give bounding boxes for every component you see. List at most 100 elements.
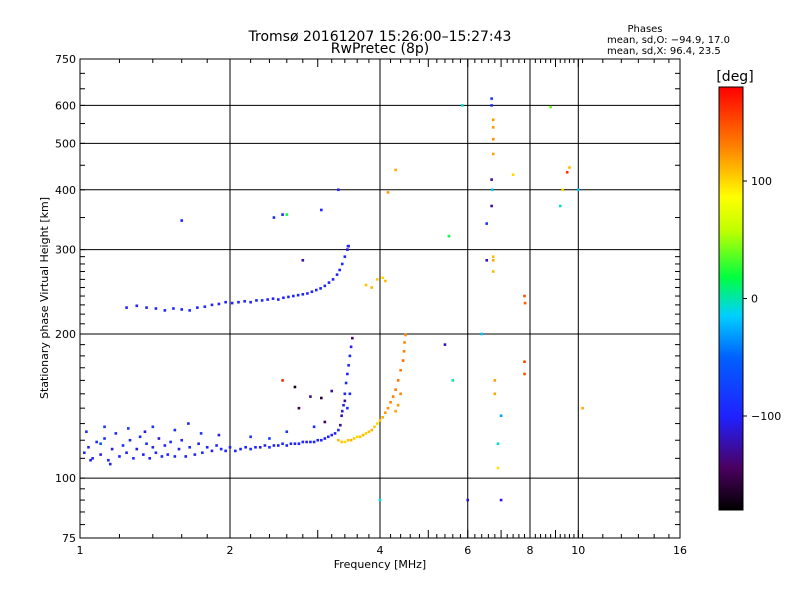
data-point: [370, 428, 374, 432]
data-point: [333, 432, 337, 435]
data-point: [125, 306, 128, 309]
data-point: [346, 406, 349, 410]
data-point: [301, 258, 305, 262]
data-point: [355, 435, 359, 439]
data-point: [316, 438, 320, 442]
data-point: [249, 435, 252, 439]
y-axis-label: Stationary phase Virtual Height [km]: [38, 197, 51, 399]
data-point: [402, 350, 406, 353]
data-point: [349, 438, 353, 442]
data-point: [263, 444, 267, 447]
data-point: [296, 293, 300, 297]
data-point: [285, 444, 289, 447]
data-point: [358, 435, 362, 439]
data-point: [384, 279, 387, 283]
data-point: [343, 399, 347, 403]
data-point: [180, 438, 184, 442]
data-point: [103, 425, 106, 429]
data-point: [312, 440, 316, 444]
data-point: [378, 419, 382, 422]
data-point: [549, 105, 552, 109]
data-point: [343, 440, 347, 444]
data-point: [210, 303, 214, 307]
x-tick-label: 1: [77, 544, 84, 557]
data-point: [268, 437, 271, 440]
data-point: [151, 425, 155, 429]
data-point: [85, 430, 88, 434]
data-point: [375, 278, 379, 281]
stats-line-o: mean, sd,O: −94.9, 17.0: [607, 35, 730, 46]
y-tick-label: 750: [55, 53, 76, 66]
data-point: [217, 302, 221, 306]
data-point: [337, 438, 340, 442]
y-tick-label: 200: [55, 328, 76, 341]
data-point: [499, 498, 503, 502]
data-point: [347, 364, 350, 367]
data-point: [135, 447, 139, 451]
data-point: [381, 276, 384, 280]
data-point: [99, 442, 102, 446]
data-point: [126, 427, 130, 430]
data-point: [568, 166, 571, 169]
data-point: [331, 278, 335, 281]
data-point: [346, 244, 350, 248]
data-point: [99, 453, 102, 456]
data-point: [493, 379, 497, 382]
data-point: [128, 438, 132, 442]
data-point: [490, 97, 493, 100]
data-point: [297, 406, 301, 410]
data-point: [203, 305, 207, 309]
data-point: [82, 451, 86, 455]
data-point: [271, 297, 275, 300]
data-point: [169, 440, 172, 444]
data-point: [340, 440, 343, 444]
data-point: [197, 442, 200, 446]
data-point: [391, 395, 395, 398]
data-point: [403, 341, 406, 344]
data-point: [132, 457, 135, 460]
data-point: [305, 440, 308, 444]
data-point: [349, 345, 353, 349]
x-tick-label: 16: [673, 544, 687, 557]
data-point: [151, 445, 155, 449]
data-point: [237, 300, 240, 304]
y-tick-label: 100: [55, 472, 76, 485]
data-point: [260, 299, 264, 302]
data-point: [103, 437, 106, 440]
data-point: [163, 309, 167, 312]
colorbar-tick-label: 0: [751, 293, 758, 306]
data-point: [173, 455, 177, 458]
data-point: [375, 422, 379, 425]
data-point: [364, 432, 368, 435]
colorbar-tick-label: −100: [751, 410, 781, 423]
data-point: [91, 457, 94, 460]
data-point: [281, 442, 284, 446]
data-point: [466, 498, 470, 502]
data-point: [346, 438, 350, 442]
data-point: [160, 455, 164, 458]
stats-line-x: mean, sd,X: 96.4, 23.5: [607, 46, 721, 57]
data-point: [378, 498, 382, 502]
data-point: [523, 372, 526, 376]
data-point: [145, 306, 148, 309]
y-tick-label: 300: [55, 244, 76, 257]
data-point: [196, 306, 199, 309]
data-point: [310, 290, 314, 294]
x-tick-label: 6: [464, 544, 471, 557]
data-point: [297, 442, 301, 446]
data-point: [272, 216, 276, 219]
data-point: [490, 104, 493, 107]
data-point: [386, 406, 390, 410]
data-point: [255, 299, 258, 302]
data-point: [491, 255, 495, 258]
data-point: [394, 168, 397, 172]
data-point: [344, 381, 348, 385]
data-point: [135, 304, 139, 308]
data-point: [243, 299, 246, 303]
data-point: [581, 406, 584, 410]
data-point: [490, 204, 493, 208]
y-tick-label: 600: [55, 99, 76, 112]
data-point: [301, 293, 305, 296]
data-point: [340, 262, 344, 266]
